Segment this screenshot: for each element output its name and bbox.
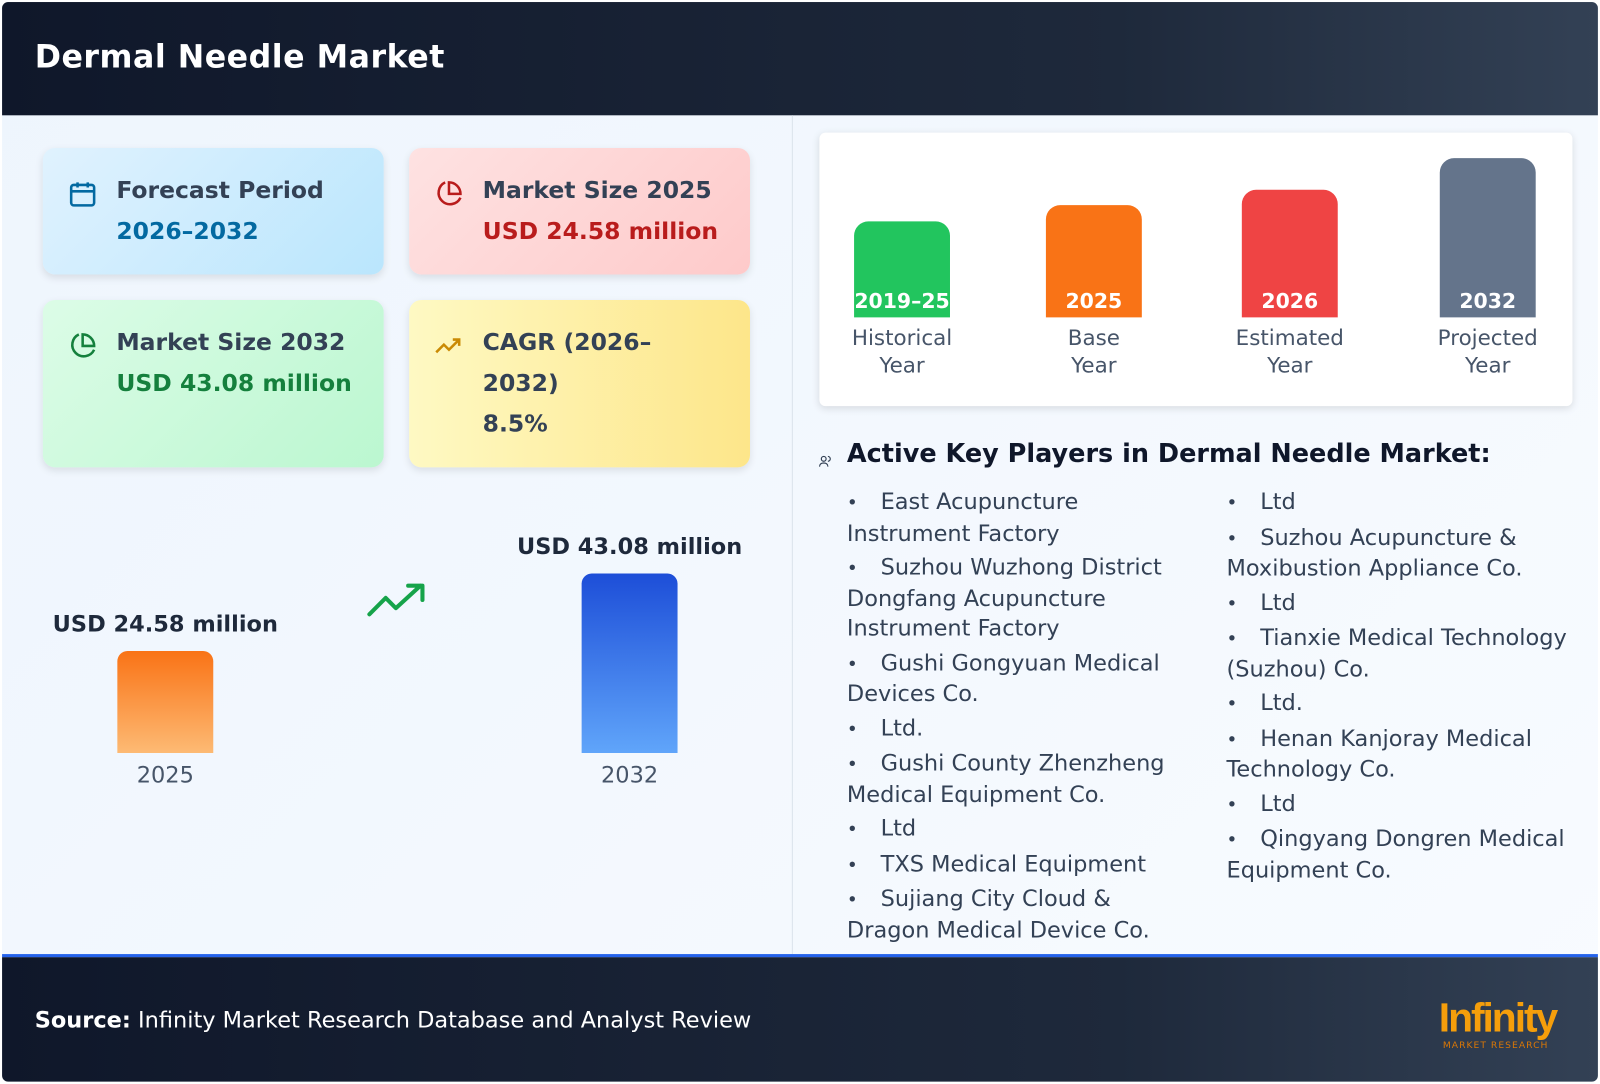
timeline-year: 2026 bbox=[1261, 288, 1319, 314]
source-label: Source: bbox=[34, 1008, 131, 1034]
bar bbox=[581, 573, 678, 754]
player-item: Ltd bbox=[1227, 488, 1574, 519]
player-item: Suzhou Wuzhong District Dongfang Acupunc… bbox=[847, 553, 1194, 644]
player-item: Ltd bbox=[1227, 588, 1574, 619]
bar bbox=[117, 650, 214, 754]
source: Source: Infinity Market Research Databas… bbox=[35, 1008, 752, 1034]
card-value: USD 43.08 million bbox=[116, 370, 352, 397]
category-label: 2025 bbox=[136, 763, 194, 789]
pie-icon bbox=[437, 181, 462, 206]
calendar-icon bbox=[69, 182, 96, 207]
timeline-label: Estimated Year bbox=[1235, 325, 1344, 378]
card-content: Market Size 2025 USD 24.58 million bbox=[483, 170, 748, 252]
card-content: CAGR (2026–2032) 8.5% bbox=[483, 322, 687, 444]
player-item: Ltd bbox=[847, 814, 1194, 845]
people-icon bbox=[818, 455, 831, 467]
card-label: Market Size 2032 bbox=[116, 329, 346, 357]
player-item: East Acupuncture Instrument Factory bbox=[847, 488, 1194, 549]
players-title: Active Key Players in Dermal Needle Mark… bbox=[846, 438, 1491, 469]
players-column: Ltd Suzhou Acupuncture & Moxibustion Appl… bbox=[1227, 488, 1574, 890]
player-item: Ltd. bbox=[1227, 689, 1574, 720]
timeline-year: 2019–25 bbox=[854, 288, 950, 314]
footer: Source: Infinity Market Research Databas… bbox=[2, 954, 1598, 1082]
card-label: Forecast Period bbox=[116, 177, 324, 205]
card: Market Size 2025 USD 24.58 million bbox=[409, 147, 750, 275]
card: Forecast Period 2026–2032 bbox=[42, 147, 384, 275]
timeline-panel: 2019–25 2025 2026 2032 Historical Year B… bbox=[819, 132, 1573, 407]
value-label: USD 24.58 million bbox=[52, 611, 278, 638]
player-item: Qingyang Dongren Medical Equipment Co. bbox=[1227, 824, 1574, 885]
timeline-year: 2025 bbox=[1065, 288, 1123, 314]
card-label: Market Size 2025 bbox=[482, 177, 712, 205]
value-label: USD 43.08 million bbox=[516, 534, 743, 561]
source-text: Infinity Market Research Database and An… bbox=[137, 1008, 752, 1034]
player-item: Sujiang City Cloud & Dragon Medical Devi… bbox=[847, 885, 1194, 946]
category-label: 2032 bbox=[601, 763, 659, 789]
player-item: Ltd. bbox=[847, 714, 1194, 745]
timeline-bar: 2026 bbox=[1241, 189, 1338, 318]
player-item: Henan Kanjoray Medical Technology Co. bbox=[1227, 724, 1574, 785]
card-content: Market Size 2032 USD 43.08 million bbox=[116, 322, 371, 404]
card: Market Size 2032 USD 43.08 million bbox=[42, 299, 384, 468]
growth-arrow bbox=[367, 583, 425, 617]
timeline-label: Historical Year bbox=[851, 325, 953, 378]
header: Dermal Needle Market bbox=[2, 2, 1598, 116]
player-item: TXS Medical Equipment bbox=[847, 849, 1194, 880]
comparison-chart: USD 24.58 million 2025 USD 43.08 million 20… bbox=[2, 2, 792, 954]
timeline-label: Base Year bbox=[1067, 325, 1120, 378]
title: Dermal Needle Market bbox=[34, 38, 445, 76]
divider bbox=[791, 115, 793, 955]
logo-subtitle: MARKET RESEARCH bbox=[1442, 1040, 1549, 1052]
player-item: Gushi County Zhenzheng Medical Equipment… bbox=[847, 749, 1194, 810]
timeline-bar: 2025 bbox=[1045, 205, 1142, 318]
player-item: Tianxie Medical Technology (Suzhou) Co. bbox=[1227, 623, 1574, 684]
card-content: Forecast Period 2026–2032 bbox=[116, 170, 371, 252]
player-item: Gushi Gongyuan Medical Devices Co. bbox=[847, 648, 1194, 709]
timeline-bar: 2019–25 bbox=[854, 221, 950, 318]
card: CAGR (2026–2032) 8.5% bbox=[409, 299, 750, 468]
timeline-label: Projected Year bbox=[1437, 325, 1538, 378]
timeline-year: 2032 bbox=[1459, 288, 1517, 314]
card-label: CAGR (2026–2032) bbox=[482, 329, 652, 397]
player-item: Ltd bbox=[1227, 789, 1574, 820]
card-value: 8.5% bbox=[482, 411, 548, 438]
logo: Infinity bbox=[1438, 995, 1558, 1041]
trend-icon bbox=[435, 338, 461, 354]
player-item: Suzhou Acupuncture & Moxibustion Applian… bbox=[1227, 523, 1574, 584]
pie-icon bbox=[71, 333, 96, 358]
timeline-bar: 2032 bbox=[1439, 158, 1536, 318]
card-value: USD 24.58 million bbox=[482, 218, 719, 245]
players-column: East Acupuncture Instrument FactorySuzho… bbox=[847, 488, 1194, 950]
card-value: 2026–2032 bbox=[116, 218, 259, 245]
